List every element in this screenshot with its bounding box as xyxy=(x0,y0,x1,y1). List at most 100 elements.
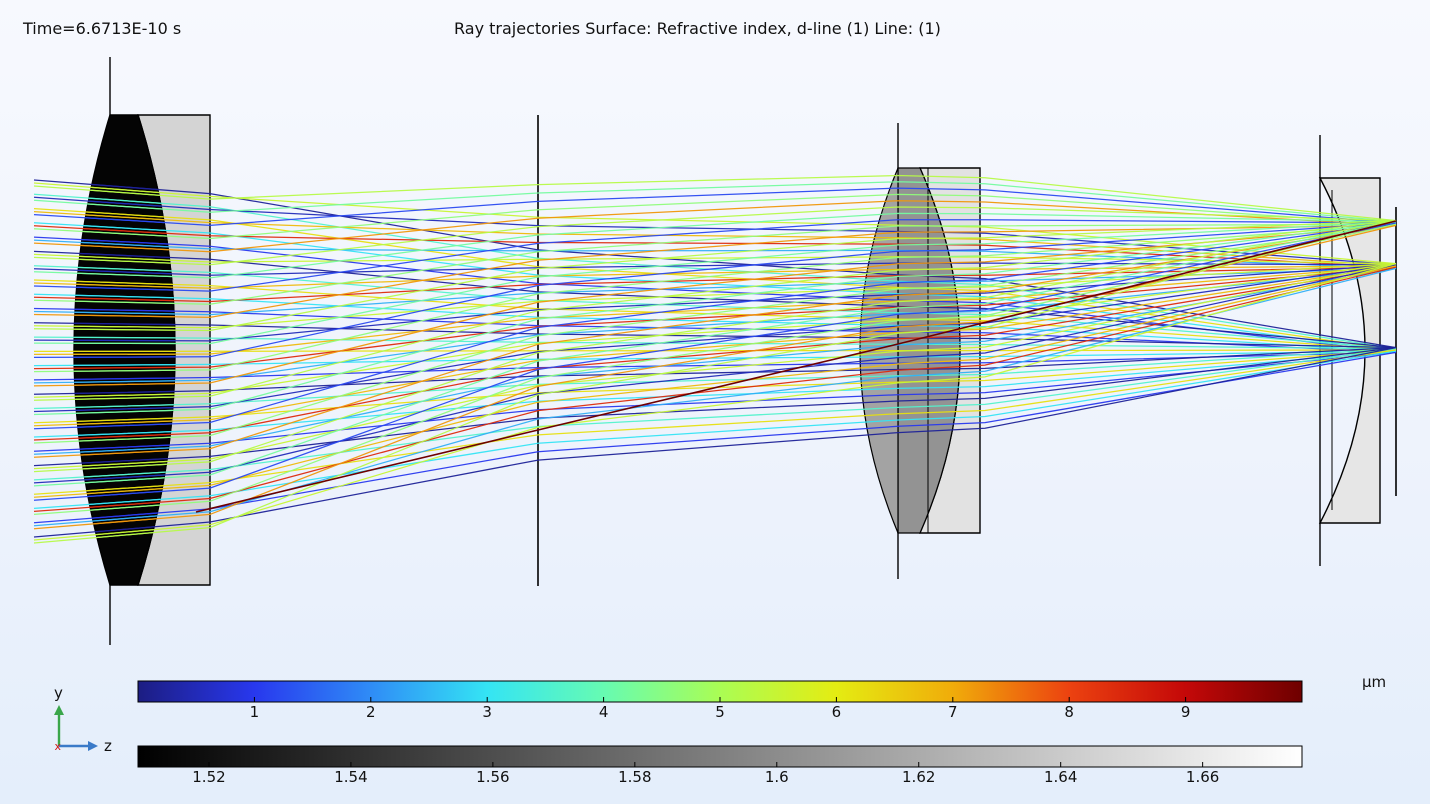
colorbar-tick-label: 1.64 xyxy=(1044,768,1077,786)
ray-path xyxy=(33,262,1397,398)
colorbar-tick-label: 1.54 xyxy=(334,768,367,786)
ray-path xyxy=(33,187,1397,227)
colorbar-tick-label: 8 xyxy=(1064,703,1074,721)
ray-path xyxy=(33,221,1397,345)
ray-path xyxy=(33,221,1397,487)
ray-path xyxy=(33,279,1397,351)
ray-path xyxy=(33,223,1397,444)
chief-ray xyxy=(195,220,1397,513)
ray-path xyxy=(33,222,1397,430)
colorbar-tick-label: 1.6 xyxy=(765,768,789,786)
ray-path xyxy=(33,348,1397,481)
axis-triad: y z x xyxy=(54,684,112,755)
ray-path xyxy=(33,266,1397,441)
ray-path xyxy=(33,350,1397,438)
ray-path xyxy=(74,307,175,354)
ray-path xyxy=(33,219,1397,292)
ray-path xyxy=(33,221,1397,416)
ray-path xyxy=(33,219,1397,401)
ray-path xyxy=(33,265,1397,350)
rays-in-lens1 xyxy=(74,174,175,544)
colorbar-tick-label: 1.52 xyxy=(192,768,225,786)
ray-path xyxy=(33,265,1397,289)
ray-path xyxy=(33,239,1397,270)
colorbar-tick-label: 7 xyxy=(948,703,958,721)
ray-path xyxy=(33,262,1397,276)
ray-trajectories xyxy=(33,174,1397,544)
ray-path xyxy=(33,264,1397,484)
ray-path xyxy=(33,262,1397,329)
colorbar-tick-label: 5 xyxy=(715,703,725,721)
ray-path xyxy=(33,293,1397,352)
ray-path xyxy=(33,346,1397,395)
ray-path xyxy=(33,224,1397,319)
z-axis-label: z xyxy=(104,737,112,755)
colorbar-tick-label: 2 xyxy=(366,703,376,721)
colorbar-tick-label: 6 xyxy=(832,703,842,721)
ray-path xyxy=(33,262,1397,541)
ray-path xyxy=(33,349,1397,495)
colorbar-tick-label: 1.58 xyxy=(618,768,651,786)
ray-colorbar: µm 1 2 3 4 5 6 7 8 9 xyxy=(137,673,1386,721)
ray-path xyxy=(33,253,1397,265)
ray-path xyxy=(33,265,1397,427)
refractive-index-colorbar-gradient xyxy=(137,745,1303,768)
ray-path xyxy=(33,346,1397,538)
ray-path xyxy=(33,223,1397,305)
ray-path xyxy=(33,210,1397,267)
ray-path xyxy=(33,219,1397,332)
ray-path xyxy=(33,267,1397,384)
ray-path xyxy=(33,266,1397,513)
colorbar-tick-label: 1.66 xyxy=(1186,768,1219,786)
ray-path xyxy=(33,222,1397,501)
ray-path xyxy=(33,219,1397,473)
ray-path xyxy=(33,348,1397,410)
ray-path xyxy=(33,267,1397,527)
ray-path xyxy=(74,349,175,495)
ray-path xyxy=(33,212,1397,279)
ray-path xyxy=(33,181,1397,223)
ray-path xyxy=(33,336,1397,350)
ray-path xyxy=(33,174,1397,222)
ray-path xyxy=(33,266,1397,370)
time-label: Time=6.6713E-10 s xyxy=(22,19,181,38)
colorbar-tick-label: 4 xyxy=(599,703,609,721)
ray-path xyxy=(33,236,1397,354)
ray-path xyxy=(33,350,1397,510)
ray-path xyxy=(33,250,1397,349)
ray-path xyxy=(33,264,1397,413)
ray-path xyxy=(33,267,1397,455)
colorbar-tick-label: 9 xyxy=(1181,703,1191,721)
ray-path xyxy=(33,225,1397,268)
plot-title: Ray trajectories Surface: Refractive ind… xyxy=(454,19,941,38)
ray-path xyxy=(33,266,1397,303)
ray-path xyxy=(74,351,175,524)
ray-colorbar-unit: µm xyxy=(1362,673,1386,691)
ray-path xyxy=(33,182,1397,265)
colorbar-tick-label: 1 xyxy=(250,703,260,721)
ray-path xyxy=(33,262,1397,470)
colorbar-tick-label: 1.62 xyxy=(902,768,935,786)
ray-path xyxy=(33,322,1397,349)
ray-path xyxy=(33,264,1397,342)
ray-path xyxy=(33,307,1397,354)
ray-path xyxy=(33,265,1397,356)
y-axis-arrowhead xyxy=(54,705,64,715)
ray-path xyxy=(33,265,1397,498)
ray-path xyxy=(33,267,1397,316)
ray-path xyxy=(33,222,1397,359)
ray-path xyxy=(33,351,1397,452)
ray-path xyxy=(33,223,1397,516)
colorbar-tick-label: 3 xyxy=(482,703,492,721)
colorbar-tick-label: 1.56 xyxy=(476,768,509,786)
ray-path xyxy=(33,200,1397,253)
ray-path xyxy=(33,206,1397,266)
ray-path xyxy=(33,350,1397,367)
ray-path xyxy=(33,351,1397,524)
ray-path xyxy=(33,196,1397,266)
ray-path xyxy=(33,223,1397,373)
y-axis-label: y xyxy=(54,684,63,702)
ray-path xyxy=(74,350,175,510)
z-axis-arrowhead xyxy=(88,741,98,751)
